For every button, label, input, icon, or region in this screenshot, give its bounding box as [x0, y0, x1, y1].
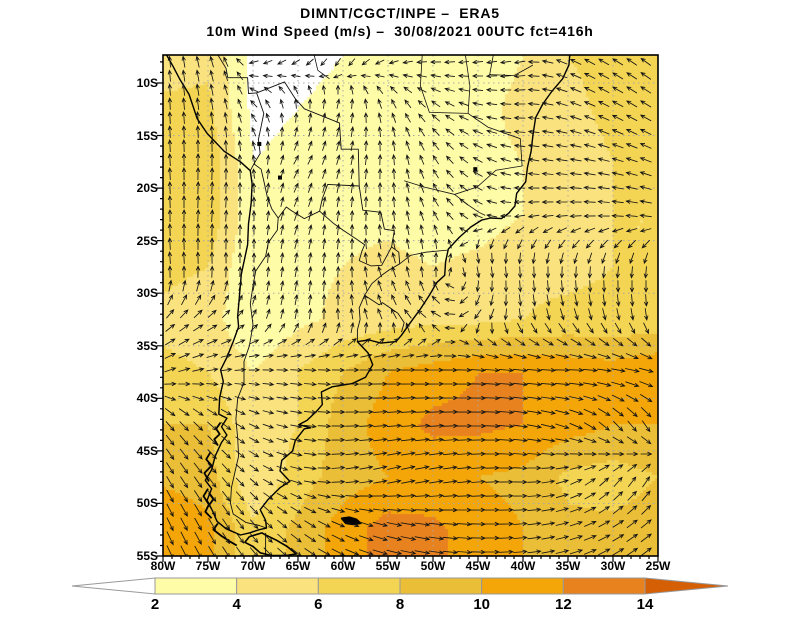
lon-tick-label: 50W — [420, 559, 446, 573]
lakes — [257, 141, 478, 180]
lon-tick-label: 25W — [645, 559, 671, 573]
graticule-gridlines — [163, 55, 658, 556]
colorbar-segment — [317, 577, 401, 595]
colorbar-tick-label: 4 — [232, 596, 241, 613]
lon-tick-label: 70W — [240, 559, 266, 573]
coastline — [165, 55, 571, 556]
lon-tick-label: 75W — [195, 559, 221, 573]
colorbar-right-arrow — [644, 577, 729, 595]
lat-tick-label: 45S — [136, 443, 158, 458]
chart-title: DIMNT/CGCT/INPE – ERA5 — [300, 5, 500, 21]
colorbar-tick-label: 12 — [554, 596, 572, 613]
lat-tick-label: 40S — [136, 391, 158, 406]
lon-tick-label: 30W — [600, 559, 626, 573]
lon-tick-label: 35W — [555, 559, 581, 573]
country-borders — [217, 55, 405, 556]
colorbar-tick-label: 2 — [150, 596, 160, 613]
lon-tick-label: 55W — [375, 559, 401, 573]
colorbar-tick-label: 10 — [473, 596, 490, 613]
colorbar-segment — [236, 577, 319, 595]
map-inner — [163, 55, 658, 556]
colorbar-segment — [562, 577, 646, 595]
lat-tick-label: 10S — [136, 75, 158, 90]
wind-vector-arrows — [164, 55, 654, 556]
colorbar-segment — [154, 577, 238, 595]
axis-ticks — [157, 61, 659, 562]
state-borders — [313, 55, 534, 265]
colorbar-tick-label: 8 — [395, 596, 405, 613]
lat-tick-label: 20S — [136, 181, 158, 196]
colorbar-tick-label: 14 — [636, 596, 654, 613]
lat-tick-label: 25S — [136, 233, 158, 248]
colorbar-left-arrow — [71, 577, 156, 595]
lon-tick-label: 40W — [510, 559, 536, 573]
lon-tick-label: 65W — [285, 559, 311, 573]
lat-tick-label: 15S — [136, 128, 158, 143]
lon-tick-label: 45W — [465, 559, 491, 573]
colorbar-segment — [481, 577, 564, 595]
map-frame — [162, 54, 659, 557]
lat-tick-label: 55S — [136, 549, 158, 563]
lon-tick-label: 80W — [150, 559, 176, 573]
lat-tick-label: 30S — [136, 286, 158, 301]
lat-tick-label: 35S — [136, 338, 158, 353]
lon-tick-label: 60W — [330, 559, 356, 573]
colorbar-tick-label: 6 — [314, 596, 323, 613]
colorbar-segment — [399, 577, 483, 595]
lat-tick-label: 50S — [136, 496, 158, 511]
chart-subtitle: 10m Wind Speed (m/s) – 30/08/2021 00UTC … — [206, 23, 594, 39]
wind-speed-shading-canvas — [163, 55, 658, 556]
colorbar — [71, 577, 729, 595]
